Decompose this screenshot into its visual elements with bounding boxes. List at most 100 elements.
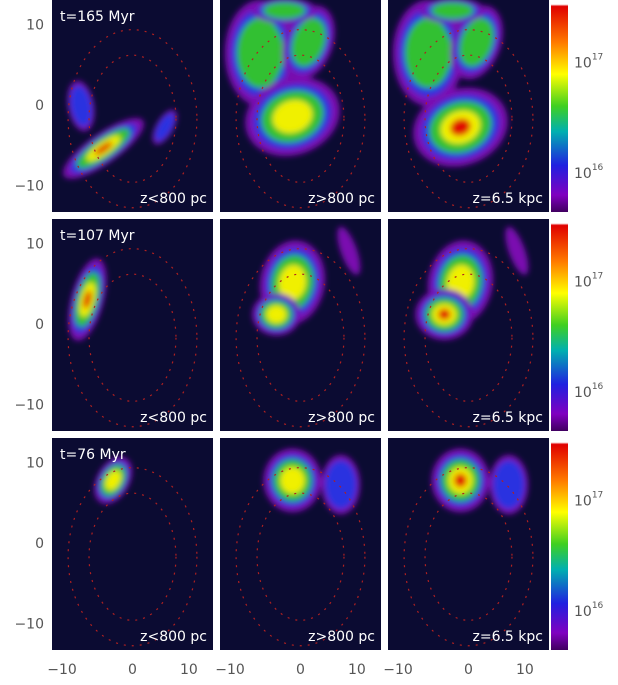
density-contour <box>94 141 113 156</box>
density-map <box>68 258 107 341</box>
density-contour <box>263 2 306 19</box>
density-contour <box>492 460 525 509</box>
panel-label: z<800 pc <box>140 629 207 645</box>
density-contour <box>404 18 452 88</box>
density-map <box>431 448 529 515</box>
orbit-ring <box>424 273 513 402</box>
time-label: t=76 Myr <box>60 447 126 463</box>
orbit-ring <box>235 248 366 428</box>
panel: z>800 pc <box>220 0 381 212</box>
orbit-ring <box>403 29 534 209</box>
orbit-ring <box>256 492 345 621</box>
x-tick-label: 10 <box>516 662 534 678</box>
panel-label: z<800 pc <box>140 191 207 207</box>
density-contour <box>236 18 284 88</box>
x-tick-label: −10 <box>47 662 77 678</box>
density-contour <box>437 308 451 320</box>
x-tick-label: 0 <box>464 662 473 678</box>
time-label: t=165 Myr <box>60 9 135 25</box>
time-label: t=107 Myr <box>60 228 135 244</box>
colorbar-exponent: 16 <box>592 600 604 610</box>
orbit-ring <box>424 54 513 183</box>
panel: z>800 pc <box>220 438 381 650</box>
colorbar-label: 1016 <box>574 162 604 182</box>
x-tick-label: −10 <box>383 662 413 678</box>
orbit-ring <box>235 29 366 209</box>
density-contour <box>280 467 305 494</box>
density-contour <box>83 290 92 309</box>
density-map <box>392 0 508 167</box>
panel-label: z=6.5 kpc <box>473 410 544 426</box>
y-tick-label: 0 <box>35 317 44 333</box>
density-map <box>224 0 340 157</box>
colorbar-base: 10 <box>574 494 592 510</box>
y-tick-label: −10 <box>14 617 44 633</box>
orbit-ring <box>256 273 345 402</box>
orbit-ring <box>88 273 177 402</box>
density-contour <box>505 226 529 275</box>
colorbar <box>551 219 568 431</box>
density-contour <box>154 113 175 142</box>
orbit-ring <box>67 467 198 647</box>
density-contour <box>454 473 467 488</box>
orbit-ring <box>67 248 198 428</box>
y-tick-label: 10 <box>26 17 44 33</box>
colorbar-base: 10 <box>574 275 592 291</box>
density-contour <box>272 100 313 134</box>
density-map <box>94 456 133 504</box>
y-tick-label: 10 <box>26 236 44 252</box>
colorbar <box>551 0 568 212</box>
density-contour <box>266 305 287 324</box>
colorbar-base: 10 <box>574 385 592 401</box>
panel: z>800 pc <box>220 219 381 431</box>
colorbar-exponent: 17 <box>592 490 603 500</box>
orbit-ring <box>88 54 177 183</box>
x-tick-label: 0 <box>296 662 305 678</box>
colorbar-base: 10 <box>574 604 592 620</box>
density-contour <box>337 226 361 275</box>
y-tick-label: 10 <box>26 455 44 471</box>
colorbar-label: 1017 <box>574 490 603 510</box>
density-contour <box>105 470 122 491</box>
y-tick-label: −10 <box>14 179 44 195</box>
panel: z<800 pc <box>52 438 213 650</box>
y-tick-label: 0 <box>35 536 44 552</box>
colorbar <box>551 438 568 650</box>
x-tick-label: 10 <box>348 662 366 678</box>
panel-label: z>800 pc <box>308 629 375 645</box>
x-tick-label: 10 <box>180 662 198 678</box>
panel-background <box>52 438 213 650</box>
y-tick-label: −10 <box>14 398 44 414</box>
panel-label: z>800 pc <box>308 191 375 207</box>
x-tick-label: 0 <box>128 662 137 678</box>
density-map <box>63 80 177 179</box>
colorbar-exponent: 17 <box>592 271 603 281</box>
colorbar-label: 1017 <box>574 271 603 291</box>
density-contour <box>278 264 307 301</box>
panel: z<800 pc <box>52 219 213 431</box>
density-map <box>252 226 361 336</box>
density-contour <box>431 2 474 19</box>
colorbar-exponent: 17 <box>592 52 603 62</box>
panel-label: z<800 pc <box>140 410 207 426</box>
density-contour <box>450 118 471 136</box>
colorbar-base: 10 <box>574 166 592 182</box>
panel: z=6.5 kpc <box>388 219 549 431</box>
density-contour <box>459 18 494 67</box>
panel: z<800 pc <box>52 0 213 212</box>
orbit-ring <box>424 492 513 621</box>
panel-label: z=6.5 kpc <box>473 629 544 645</box>
panel-label: z>800 pc <box>308 410 375 426</box>
density-contour <box>69 85 92 127</box>
orbit-ring <box>403 467 534 647</box>
orbit-ring <box>256 54 345 183</box>
density-contour <box>291 18 326 67</box>
colorbar-base: 10 <box>574 56 592 72</box>
colorbar-exponent: 16 <box>592 162 604 172</box>
y-tick-label: 0 <box>35 98 44 114</box>
colorbar-label: 1016 <box>574 600 604 620</box>
density-map <box>415 226 529 340</box>
panel: z=6.5 kpc <box>388 438 549 650</box>
orbit-ring <box>67 29 198 209</box>
